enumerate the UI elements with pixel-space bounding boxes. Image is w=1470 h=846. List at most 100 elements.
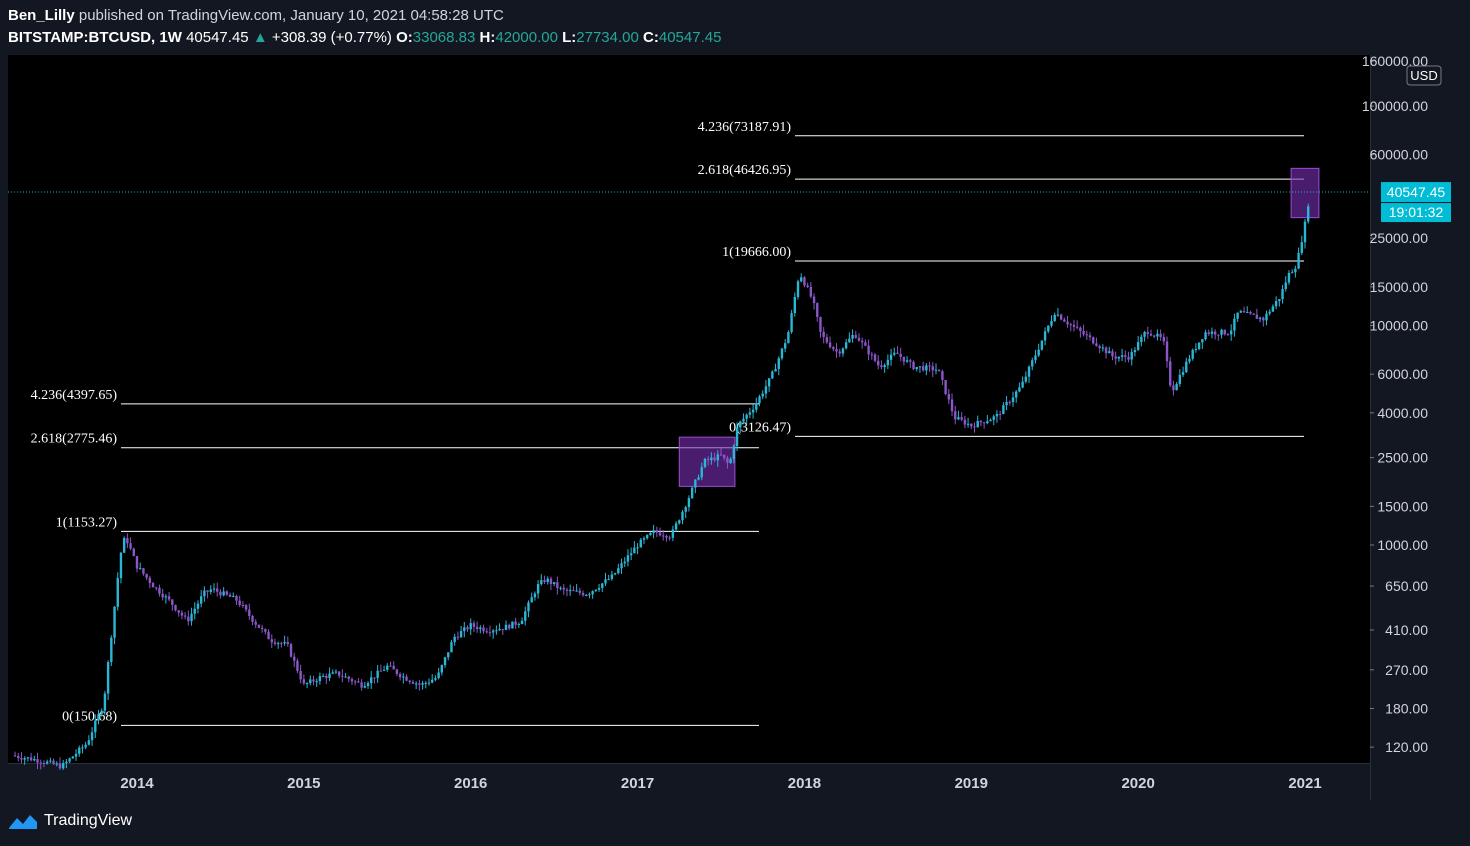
candle-body — [52, 760, 55, 764]
candle-body — [816, 303, 819, 317]
candle-body — [392, 665, 395, 670]
candle-body — [735, 427, 739, 447]
candle-body — [1297, 252, 1300, 269]
candle-body — [1066, 321, 1069, 325]
candle-body — [171, 599, 174, 606]
candle-body — [1031, 360, 1034, 367]
candle-body — [1124, 355, 1127, 357]
candle-body — [110, 637, 113, 663]
candle-body — [145, 573, 148, 578]
candle-body — [286, 642, 290, 645]
candle-body — [950, 399, 954, 412]
candle-body — [463, 627, 466, 632]
candle-body — [479, 627, 482, 630]
candle-body — [26, 757, 30, 759]
candle-body — [158, 587, 161, 594]
candle-body — [421, 683, 424, 685]
candle-body — [633, 547, 636, 554]
candle-body — [1284, 282, 1287, 290]
candle-body — [546, 578, 549, 582]
y-tick-label: 180.00 — [1385, 700, 1428, 716]
symbol-name[interactable]: BITSTAMP:BTCUSD, 1W — [8, 29, 182, 46]
candle-body — [655, 530, 659, 533]
candle-body — [321, 675, 325, 677]
candle-body — [1278, 299, 1281, 302]
candle-body — [1265, 313, 1268, 321]
candle-body — [216, 588, 219, 592]
candle-body — [536, 584, 540, 594]
candle-body — [187, 616, 190, 622]
up-arrow-icon: ▲ — [252, 29, 268, 46]
x-tick-label: 2017 — [621, 775, 654, 792]
candle-body — [928, 365, 931, 367]
candle-body — [1127, 356, 1130, 360]
candle-body — [1303, 221, 1307, 243]
candle-body — [1037, 349, 1040, 356]
candle-body — [838, 351, 841, 354]
candle-body — [556, 582, 559, 589]
candle-body — [222, 591, 225, 596]
candle-body — [1079, 327, 1082, 332]
candle-body — [36, 759, 39, 763]
candle-body — [713, 457, 716, 461]
candle-body — [585, 595, 588, 597]
candle-body — [122, 538, 126, 553]
candle-body — [395, 669, 399, 675]
footer-brand[interactable]: TradingView — [8, 812, 132, 830]
candle-body — [889, 354, 893, 360]
candle-body — [84, 744, 87, 748]
last-price: 40547.45 — [186, 29, 249, 46]
candle-body — [126, 538, 129, 544]
candle-body — [697, 477, 700, 480]
candle-body — [257, 624, 261, 628]
candle-body — [1191, 349, 1194, 359]
candle-body — [1274, 301, 1278, 307]
candle-body — [350, 679, 354, 682]
price-chart[interactable]: 160000.00100000.0060000.0025000.0015000.… — [8, 55, 1462, 800]
candle-body — [232, 595, 235, 597]
y-tick-label: 25000.00 — [1370, 230, 1429, 246]
candle-body — [995, 413, 999, 417]
candle-body — [947, 394, 951, 400]
candle-body — [771, 371, 774, 379]
candle-body — [129, 543, 132, 549]
candle-body — [976, 420, 979, 428]
candle-body — [912, 361, 915, 370]
candle-body — [209, 589, 213, 592]
candle-body — [174, 605, 177, 611]
candle-body — [1159, 333, 1162, 337]
candle-body — [1181, 372, 1185, 375]
candle-body — [1162, 336, 1166, 342]
candle-body — [1169, 361, 1172, 386]
candle-body — [626, 555, 630, 562]
x-tick-label: 2016 — [454, 775, 487, 792]
candle-body — [1175, 383, 1178, 391]
candle-body — [196, 603, 200, 609]
candle-body — [796, 281, 800, 297]
candle-body — [370, 677, 373, 684]
candle-body — [857, 337, 861, 341]
candle-body — [106, 662, 110, 694]
candle-body — [710, 457, 713, 461]
candle-body — [649, 533, 652, 535]
candle-body — [244, 605, 248, 610]
candle-body — [812, 296, 816, 304]
candle-body — [572, 590, 575, 592]
fib-level-label: 4.236(73187.91) — [698, 120, 792, 135]
author-name[interactable]: Ben_Lilly — [8, 7, 75, 24]
candle-body — [623, 561, 626, 564]
candle-body — [1194, 348, 1198, 350]
tradingview-logo-icon — [9, 815, 37, 829]
candle-body — [674, 523, 678, 530]
candle-body — [459, 631, 463, 638]
candle-body — [755, 403, 758, 410]
candle-body — [601, 583, 604, 588]
candle-body — [1242, 311, 1246, 313]
candle-body — [1111, 351, 1114, 357]
currency-box — [1406, 65, 1442, 86]
candle-body — [29, 757, 33, 761]
candle-body — [1229, 330, 1233, 335]
candle-body — [491, 630, 495, 633]
candle-body — [642, 538, 646, 540]
candle-body — [1152, 335, 1156, 337]
